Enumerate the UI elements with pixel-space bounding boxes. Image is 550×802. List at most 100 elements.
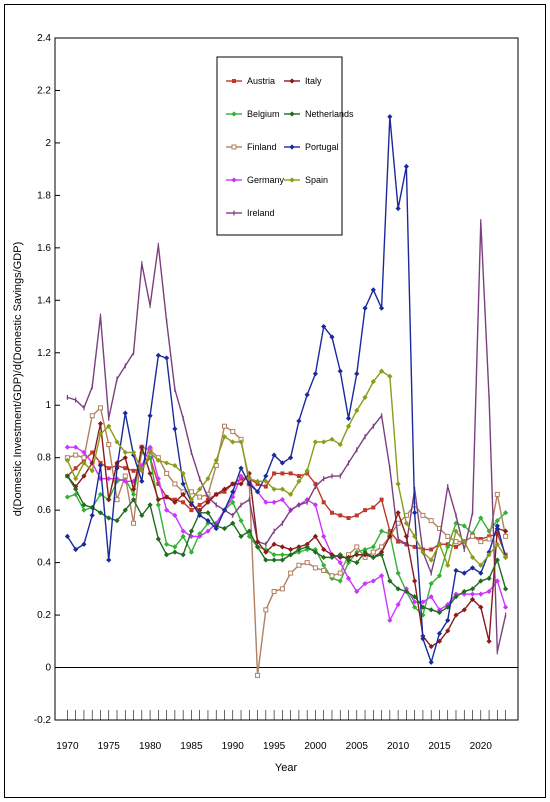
data-point: [428, 557, 434, 563]
x-axis-title: Year: [275, 762, 298, 774]
series-line-ireland: [67, 221, 507, 652]
data-point: [436, 630, 443, 637]
legend-item-netherlands: Netherlands: [284, 109, 354, 119]
data-point: [172, 499, 178, 505]
data-point: [213, 491, 219, 498]
data-point: [395, 510, 401, 516]
data-point: [403, 163, 409, 170]
data-point: [271, 486, 277, 492]
legend-label: Germany: [247, 175, 285, 185]
data-point: [81, 455, 87, 461]
data-point: [420, 512, 426, 518]
series-line-portugal: [66, 116, 507, 665]
data-point: [461, 591, 467, 597]
data-point: [114, 518, 120, 524]
data-point: [263, 607, 269, 613]
data-point: [114, 478, 120, 484]
data-point: [155, 352, 161, 358]
data-point: [403, 520, 409, 526]
data-point: [329, 436, 335, 442]
data-point: [81, 449, 87, 456]
data-point: [503, 533, 509, 539]
x-tick-label: 1990: [222, 741, 245, 752]
data-point: [478, 537, 483, 542]
data-point: [131, 468, 136, 473]
legend: Austria Belgium Finland Germany Ireland Italy…: [216, 56, 354, 236]
legend-marker: [231, 144, 237, 150]
data-point: [354, 371, 360, 377]
data-point: [346, 516, 351, 521]
data-point: [305, 471, 310, 476]
data-point: [164, 541, 170, 547]
x-tick-label: 2015: [428, 741, 451, 752]
data-point: [238, 533, 244, 539]
legend-marker: [289, 177, 295, 183]
data-point: [197, 486, 203, 492]
data-point: [180, 552, 186, 558]
data-point: [354, 513, 359, 518]
data-point: [279, 460, 285, 466]
y-tick-label: 2.4: [37, 33, 51, 44]
data-point: [147, 502, 153, 508]
data-point: [213, 525, 219, 532]
data-point: [329, 552, 335, 558]
data-point: [230, 489, 236, 495]
data-point: [255, 481, 260, 486]
data-point: [147, 470, 153, 477]
data-point: [73, 483, 79, 490]
data-point: [453, 539, 459, 545]
data-point: [461, 570, 467, 576]
data-point: [354, 544, 360, 550]
data-point: [338, 513, 343, 518]
data-point: [461, 607, 467, 613]
legend-marker: [289, 78, 295, 84]
series-italy: [64, 420, 509, 650]
data-point: [271, 541, 277, 547]
legend-item-belgium: Belgium: [226, 109, 280, 119]
legend-item-finland: Finland: [226, 142, 277, 152]
data-point: [180, 528, 186, 534]
data-point: [486, 536, 492, 542]
data-point: [197, 507, 203, 513]
legend-label: Spain: [305, 175, 328, 185]
data-point: [428, 607, 434, 613]
data-point: [312, 439, 319, 445]
legend-label: Ireland: [247, 208, 275, 218]
data-point: [429, 547, 434, 552]
data-point: [246, 533, 252, 539]
data-point: [345, 557, 352, 563]
data-point: [312, 565, 318, 571]
data-point: [64, 457, 71, 463]
data-point: [312, 549, 319, 555]
data-point: [106, 476, 112, 482]
data-point: [395, 601, 401, 608]
data-point: [445, 542, 450, 547]
data-point: [73, 486, 79, 492]
data-point: [486, 552, 492, 558]
data-point: [395, 205, 401, 212]
data-point: [164, 355, 170, 361]
data-point: [221, 486, 228, 492]
data-point: [164, 494, 170, 500]
data-point: [263, 473, 269, 479]
data-point: [395, 586, 401, 592]
legend-item-portugal: Portugal: [284, 142, 339, 152]
x-tick-label: 1975: [98, 741, 121, 752]
data-point: [254, 489, 261, 495]
chart-frame: [4, 4, 546, 798]
data-point: [412, 544, 417, 549]
data-point: [164, 552, 170, 558]
series-ireland: [66, 219, 507, 655]
data-point: [345, 554, 352, 560]
data-point: [329, 554, 335, 560]
data-point: [363, 508, 368, 513]
data-point: [445, 617, 451, 623]
data-point: [172, 497, 177, 502]
data-point: [478, 604, 484, 610]
data-point: [453, 567, 459, 574]
data-point: [180, 470, 186, 477]
data-point: [81, 502, 87, 508]
data-point: [354, 560, 360, 566]
data-point: [428, 659, 434, 665]
